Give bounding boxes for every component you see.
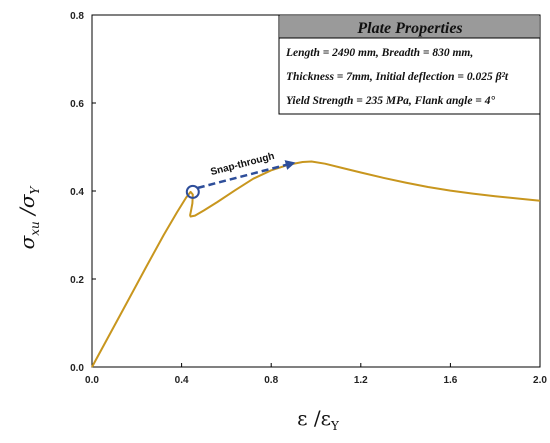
y-tick-label: 0.6 bbox=[70, 99, 84, 110]
y-axis-label: σxu /σY bbox=[15, 186, 42, 250]
legend-line-2: Thickness = 7mm, Initial deflection = 0.… bbox=[286, 71, 509, 83]
y-tick-label: 0.4 bbox=[70, 187, 84, 198]
legend-title: Plate Properties bbox=[356, 20, 462, 37]
x-tick-label: 0.0 bbox=[85, 375, 99, 386]
legend-line-1: Length = 2490 mm, Breadth = 830 mm, bbox=[285, 47, 473, 59]
series-line bbox=[91, 160, 541, 368]
plate-properties-legend: Plate Properties Length = 2490 mm, Bread… bbox=[278, 14, 541, 115]
legend-line-3: Yield Strength = 235 MPa, Flank angle = … bbox=[286, 95, 495, 107]
legend-title-bar bbox=[280, 16, 539, 38]
snap-through-label: Snap-through bbox=[209, 151, 275, 178]
x-tick-label: 1.2 bbox=[354, 375, 368, 386]
y-tick-label: 0.8 bbox=[70, 11, 84, 22]
annotation-layer: Snap-through bbox=[185, 151, 296, 199]
snap-through-arrow bbox=[197, 160, 296, 190]
series-layer bbox=[91, 160, 541, 368]
x-tick-label: 2.0 bbox=[533, 375, 547, 386]
x-axis-label: ε /εY bbox=[297, 406, 340, 433]
x-tick-label: 0.4 bbox=[175, 375, 189, 386]
ticks-layer: 0.0 0.4 0.8 1.2 1.6 2.0 0.0 0.2 0.4 0.6 0.8 bbox=[70, 11, 547, 386]
y-tick-label: 0.2 bbox=[70, 275, 84, 286]
snap-through-circle bbox=[185, 184, 200, 199]
y-tick-label: 0.0 bbox=[70, 363, 84, 374]
x-tick-label: 1.6 bbox=[443, 375, 457, 386]
x-tick-label: 0.8 bbox=[264, 375, 278, 386]
